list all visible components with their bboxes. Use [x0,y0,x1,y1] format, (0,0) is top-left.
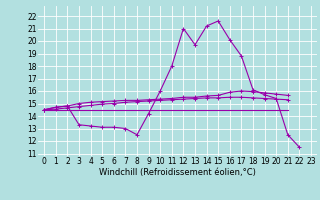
X-axis label: Windchill (Refroidissement éolien,°C): Windchill (Refroidissement éolien,°C) [99,168,256,177]
